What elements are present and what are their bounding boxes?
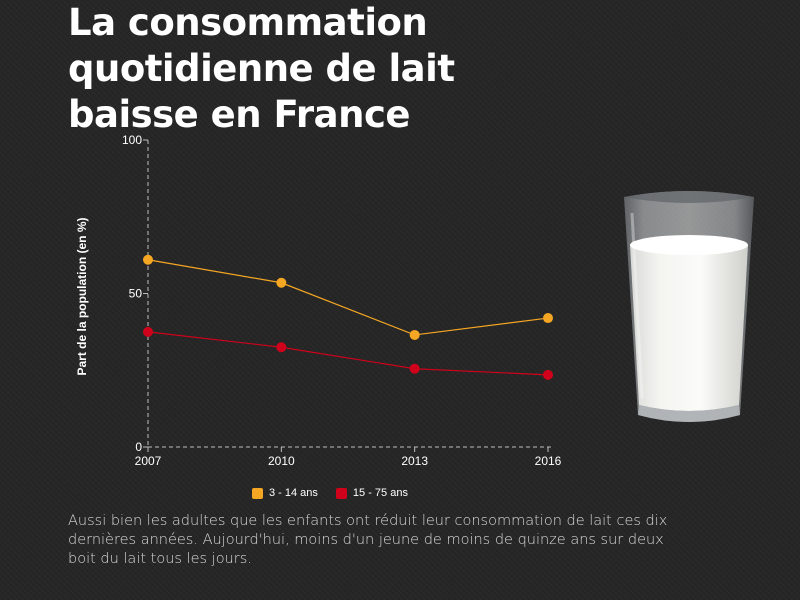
- series-line-0: [147, 259, 549, 336]
- chart-caption: Aussi bien les adultes que les enfants o…: [68, 513, 668, 567]
- y-axis-label: Part de la population (en %): [75, 217, 89, 375]
- data-point-series-1[interactable]: [276, 342, 287, 353]
- y-tick-label: 0: [135, 440, 142, 454]
- page-title: La consommation quotidienne de lait bais…: [68, 1, 455, 136]
- data-point-series-0[interactable]: [143, 254, 153, 265]
- x-tick-label: 2007: [135, 454, 162, 468]
- series-line-1: [147, 331, 549, 376]
- data-point-series-0[interactable]: [543, 313, 553, 324]
- x-tick-label: 2013: [401, 454, 428, 468]
- legend-swatch: [335, 487, 347, 499]
- legend-label: 15 - 75 ans: [352, 487, 408, 499]
- x-tick-label: 2010: [268, 454, 295, 468]
- legend-item-series-0[interactable]: 3 - 14 ans: [252, 487, 318, 499]
- data-point-series-1[interactable]: [409, 363, 420, 374]
- data-point-series-0[interactable]: [409, 329, 420, 340]
- x-tick-label: 2016: [535, 454, 562, 468]
- data-point-series-0[interactable]: [276, 277, 287, 288]
- y-tick-label: 50: [129, 287, 143, 301]
- legend-label: 3 - 14 ans: [269, 487, 318, 499]
- data-point-series-1[interactable]: [143, 326, 153, 337]
- data-point-series-1[interactable]: [543, 369, 553, 380]
- legend-swatch: [252, 487, 263, 499]
- legend-item-series-1[interactable]: 15 - 75 ans: [335, 487, 408, 499]
- chart-legend: 3 - 14 ans 15 - 75 ans: [252, 487, 408, 499]
- y-tick-label: 100: [122, 133, 142, 147]
- milk-glass-icon: [624, 191, 754, 422]
